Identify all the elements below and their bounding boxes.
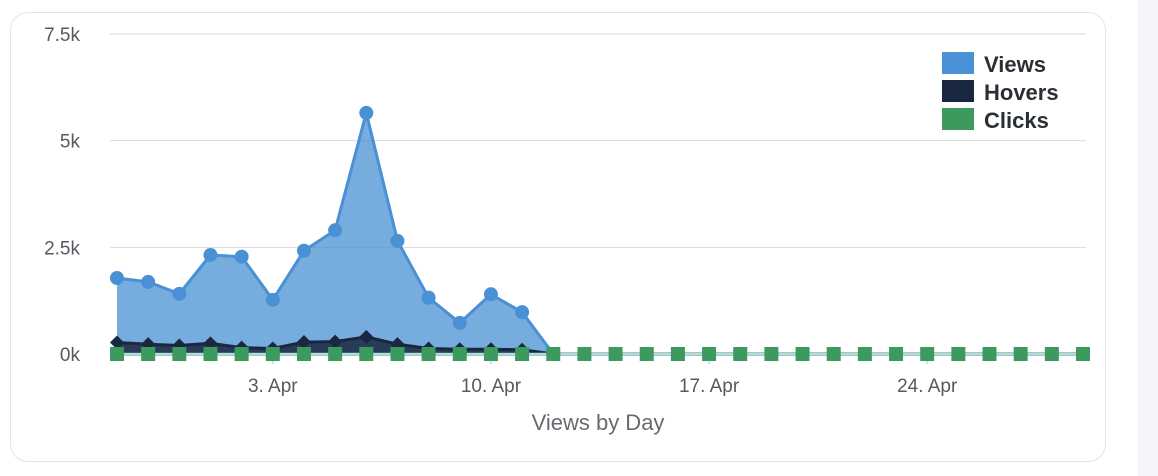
page-side-strip <box>1138 0 1158 476</box>
clicks-point <box>515 347 530 361</box>
clicks-point <box>359 347 374 361</box>
series-markers <box>110 105 1090 361</box>
hovers-point <box>296 335 311 350</box>
clicks-point <box>764 347 779 361</box>
y-tick-label: 5k <box>60 132 81 153</box>
clicks-point <box>639 347 654 361</box>
clicks-point <box>483 347 498 361</box>
clicks-point <box>110 347 124 361</box>
views-point <box>390 233 405 248</box>
legend-item-views[interactable]: Views <box>984 52 1046 77</box>
clicks-point <box>951 347 966 361</box>
views-point <box>296 243 311 258</box>
y-tick-label: 7.5k <box>44 25 80 46</box>
x-tick-label: 17. Apr <box>679 376 740 397</box>
series-areas <box>116 111 1083 356</box>
clicks-point <box>234 347 249 361</box>
views-point <box>110 271 124 286</box>
clicks-point <box>328 347 343 361</box>
clicks-point <box>733 347 748 361</box>
clicks-point <box>920 347 935 361</box>
clicks-point <box>172 347 187 361</box>
clicks-point <box>608 347 623 361</box>
hovers-point <box>203 336 218 351</box>
views-point <box>452 315 467 330</box>
views-point <box>359 105 374 120</box>
hovers-point <box>110 335 124 350</box>
views-point <box>328 223 343 238</box>
views-point <box>141 274 156 289</box>
y-grid <box>110 33 1086 248</box>
clicks-point <box>982 347 997 361</box>
legend-item-hovers[interactable]: Hovers <box>984 80 1059 105</box>
x-axis-title: Views by Day <box>532 410 665 435</box>
views-point <box>421 290 436 305</box>
clicks-point <box>577 347 592 361</box>
clicks-point <box>1076 347 1090 361</box>
clicks-point <box>1044 347 1059 361</box>
clicks-point <box>203 347 218 361</box>
hovers-point <box>328 334 343 349</box>
views-point <box>515 305 530 320</box>
clicks-point <box>1013 347 1028 361</box>
legend-swatch-clicks <box>942 108 974 130</box>
x-tick-label: 10. Apr <box>461 376 522 397</box>
legend-item-clicks[interactable]: Clicks <box>984 108 1049 133</box>
clicks-point <box>390 347 405 361</box>
clicks-point <box>795 347 810 361</box>
clicks-point <box>670 347 685 361</box>
views-point <box>172 286 187 301</box>
views-point <box>483 287 498 302</box>
clicks-point <box>421 347 436 361</box>
legend[interactable]: Views Hovers Clicks <box>942 52 1059 133</box>
legend-swatch-hovers <box>942 80 974 102</box>
clicks-point <box>265 347 280 361</box>
views-point <box>265 292 280 307</box>
x-axis: 3. Apr 10. Apr 17. Apr 24. Apr <box>110 353 1086 397</box>
clicks-point <box>141 347 156 361</box>
views-point <box>234 249 249 264</box>
clicks-point <box>826 347 841 361</box>
views-point <box>203 248 218 263</box>
chart-card <box>10 12 1106 462</box>
clicks-point <box>546 347 561 361</box>
y-tick-label: 0k <box>60 345 81 366</box>
clicks-point <box>857 347 872 361</box>
hovers-point <box>359 329 374 344</box>
legend-swatch-views <box>942 52 974 74</box>
clicks-point <box>452 347 467 361</box>
x-tick-label: 3. Apr <box>248 376 298 397</box>
clicks-point <box>889 347 904 361</box>
clicks-point <box>702 347 717 361</box>
y-axis-ticks: 0k 2.5k 5k 7.5k <box>44 25 80 366</box>
clicks-point <box>296 347 311 361</box>
x-tick-label: 24. Apr <box>897 376 958 397</box>
y-tick-label: 2.5k <box>44 238 80 259</box>
